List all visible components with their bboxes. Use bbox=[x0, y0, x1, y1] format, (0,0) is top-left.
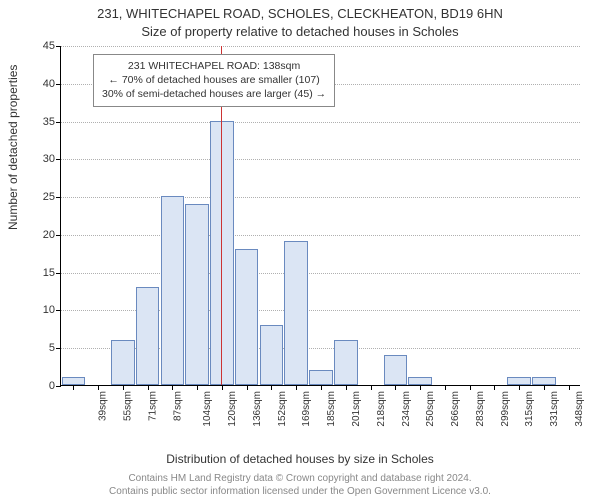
gridline-h bbox=[61, 46, 580, 47]
ytick-label: 35 bbox=[43, 116, 55, 128]
ytick-label: 40 bbox=[43, 78, 55, 90]
xtick-label: 87sqm bbox=[172, 391, 183, 421]
ytick-mark bbox=[56, 273, 61, 274]
histogram-bar bbox=[260, 325, 284, 385]
xtick-label: 250sqm bbox=[425, 391, 436, 427]
xtick-mark bbox=[346, 385, 347, 390]
xtick-mark bbox=[544, 385, 545, 390]
xtick-mark bbox=[123, 385, 124, 390]
histogram-bar bbox=[111, 340, 135, 385]
xtick-label: 234sqm bbox=[401, 391, 412, 427]
xtick-mark bbox=[271, 385, 272, 390]
info-box: 231 WHITECHAPEL ROAD: 138sqm ← 70% of de… bbox=[93, 54, 335, 107]
ytick-mark bbox=[56, 310, 61, 311]
ytick-mark bbox=[56, 46, 61, 47]
histogram-bar bbox=[210, 121, 234, 385]
ytick-label: 20 bbox=[43, 229, 55, 241]
x-axis-label: Distribution of detached houses by size … bbox=[0, 452, 600, 466]
xtick-mark bbox=[296, 385, 297, 390]
xtick-mark bbox=[420, 385, 421, 390]
histogram-bar bbox=[309, 370, 333, 385]
xtick-label: 299sqm bbox=[500, 391, 511, 427]
histogram-bar bbox=[408, 377, 432, 385]
xtick-label: 104sqm bbox=[203, 391, 214, 427]
ytick-label: 15 bbox=[43, 267, 55, 279]
y-axis-label: Number of detached properties bbox=[6, 65, 20, 230]
xtick-mark bbox=[395, 385, 396, 390]
histogram-bar bbox=[284, 241, 308, 385]
xtick-mark bbox=[494, 385, 495, 390]
xtick-label: 71sqm bbox=[147, 391, 158, 421]
ytick-mark bbox=[56, 122, 61, 123]
ytick-mark bbox=[56, 159, 61, 160]
gridline-h bbox=[61, 273, 580, 274]
xtick-mark bbox=[519, 385, 520, 390]
histogram-bar bbox=[507, 377, 531, 385]
xtick-mark bbox=[569, 385, 570, 390]
gridline-h bbox=[61, 122, 580, 123]
info-line-3: 30% of semi-detached houses are larger (… bbox=[102, 87, 326, 101]
xtick-mark bbox=[445, 385, 446, 390]
xtick-label: 201sqm bbox=[351, 391, 362, 427]
histogram-bar bbox=[185, 204, 209, 385]
histogram-bar bbox=[62, 377, 86, 385]
xtick-label: 55sqm bbox=[123, 391, 134, 421]
xtick-mark bbox=[222, 385, 223, 390]
ytick-label: 30 bbox=[43, 153, 55, 165]
xtick-label: 283sqm bbox=[475, 391, 486, 427]
xtick-label: 331sqm bbox=[549, 391, 560, 427]
histogram-bar bbox=[384, 355, 408, 385]
xtick-label: 169sqm bbox=[302, 391, 313, 427]
gridline-h bbox=[61, 197, 580, 198]
histogram-bar bbox=[161, 196, 185, 385]
histogram-bar bbox=[532, 377, 556, 385]
ytick-label: 5 bbox=[49, 342, 55, 354]
chart-title-main: 231, WHITECHAPEL ROAD, SCHOLES, CLECKHEA… bbox=[0, 6, 600, 21]
xtick-mark bbox=[172, 385, 173, 390]
xtick-mark bbox=[98, 385, 99, 390]
ytick-mark bbox=[56, 348, 61, 349]
info-line-2: ← 70% of detached houses are smaller (10… bbox=[102, 73, 326, 87]
ytick-mark bbox=[56, 386, 61, 387]
ytick-label: 0 bbox=[49, 380, 55, 392]
ytick-mark bbox=[56, 235, 61, 236]
xtick-mark bbox=[197, 385, 198, 390]
info-line-1: 231 WHITECHAPEL ROAD: 138sqm bbox=[102, 59, 326, 73]
xtick-label: 348sqm bbox=[574, 391, 585, 427]
xtick-mark bbox=[247, 385, 248, 390]
ytick-mark bbox=[56, 84, 61, 85]
histogram-bar bbox=[334, 340, 358, 385]
xtick-label: 120sqm bbox=[227, 391, 238, 427]
xtick-label: 185sqm bbox=[326, 391, 337, 427]
gridline-h bbox=[61, 235, 580, 236]
xtick-mark bbox=[321, 385, 322, 390]
histogram-bar bbox=[136, 287, 160, 385]
xtick-mark bbox=[148, 385, 149, 390]
xtick-label: 218sqm bbox=[376, 391, 387, 427]
xtick-label: 39sqm bbox=[98, 391, 109, 421]
ytick-label: 45 bbox=[43, 40, 55, 52]
xtick-label: 152sqm bbox=[277, 391, 288, 427]
ytick-mark bbox=[56, 197, 61, 198]
footer-copyright-1: Contains HM Land Registry data © Crown c… bbox=[0, 473, 600, 484]
xtick-mark bbox=[73, 385, 74, 390]
histogram-bar bbox=[235, 249, 259, 385]
xtick-label: 136sqm bbox=[252, 391, 263, 427]
ytick-label: 25 bbox=[43, 191, 55, 203]
xtick-mark bbox=[371, 385, 372, 390]
xtick-label: 266sqm bbox=[450, 391, 461, 427]
xtick-mark bbox=[470, 385, 471, 390]
ytick-label: 10 bbox=[43, 304, 55, 316]
gridline-h bbox=[61, 159, 580, 160]
xtick-label: 315sqm bbox=[524, 391, 535, 427]
chart-title-sub: Size of property relative to detached ho… bbox=[0, 24, 600, 39]
footer-copyright-2: Contains public sector information licen… bbox=[0, 486, 600, 497]
